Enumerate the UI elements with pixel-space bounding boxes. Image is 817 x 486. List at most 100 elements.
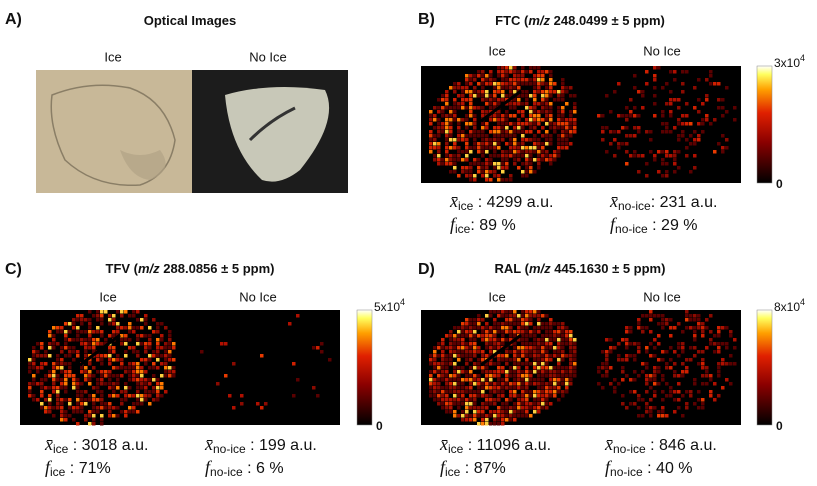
- ms-pixel: [76, 318, 80, 322]
- ms-pixel: [164, 346, 168, 350]
- ms-pixel: [312, 386, 316, 390]
- ms-pixel: [445, 382, 449, 386]
- ms-pixel: [64, 418, 68, 422]
- ms-pixel: [501, 314, 505, 318]
- ms-pixel: [673, 326, 677, 330]
- ms-pixel: [537, 158, 541, 162]
- ms-pixel: [433, 134, 437, 138]
- ms-pixel: [164, 342, 168, 346]
- ms-pixel: [685, 366, 689, 370]
- ms-pixel: [641, 398, 645, 402]
- ms-pixel: [553, 334, 557, 338]
- ms-pixel: [529, 110, 533, 114]
- ms-pixel: [36, 342, 40, 346]
- ms-pixel: [457, 86, 461, 90]
- ms-pixel: [473, 398, 477, 402]
- ms-pixel: [469, 378, 473, 382]
- ms-pixel: [469, 326, 473, 330]
- ms-pixel: [561, 118, 565, 122]
- ms-pixel: [92, 398, 96, 402]
- ms-pixel: [68, 402, 72, 406]
- ms-pixel: [701, 374, 705, 378]
- ms-pixel: [477, 74, 481, 78]
- ms-pixel: [505, 130, 509, 134]
- ms-pixel: [549, 90, 553, 94]
- ms-pixel: [148, 394, 152, 398]
- ms-pixel: [525, 94, 529, 98]
- ms-pixel: [573, 366, 577, 370]
- colorbar-min: 0: [376, 419, 383, 433]
- ms-pixel: [68, 354, 72, 358]
- ms-pixel: [473, 114, 477, 118]
- ms-pixel: [108, 354, 112, 358]
- ms-pixel: [553, 354, 557, 358]
- ms-pixel: [545, 366, 549, 370]
- ms-pixel: [497, 358, 501, 362]
- ms-pixel: [709, 390, 713, 394]
- ms-pixel: [485, 374, 489, 378]
- ms-pixel: [509, 358, 513, 362]
- ms-pixel: [637, 326, 641, 330]
- ms-pixel: [481, 418, 485, 422]
- ms-pixel: [32, 362, 36, 366]
- ms-pixel: [92, 314, 96, 318]
- ms-pixel: [489, 142, 493, 146]
- ms-pixel: [260, 354, 264, 358]
- ms-pixel: [561, 394, 565, 398]
- ms-pixel: [697, 122, 701, 126]
- ms-pixel: [457, 82, 461, 86]
- ms-pixel: [517, 78, 521, 82]
- ms-pixel: [509, 326, 513, 330]
- ms-pixel: [501, 126, 505, 130]
- ms-pixel: [673, 350, 677, 354]
- ms-pixel: [60, 418, 64, 422]
- ms-pixel: [128, 322, 132, 326]
- ms-pixel: [465, 326, 469, 330]
- ms-pixel: [469, 106, 473, 110]
- stat-symbol: x̄: [439, 434, 448, 454]
- ms-pixel: [501, 134, 505, 138]
- ms-pixel: [489, 338, 493, 342]
- ms-pixel: [525, 106, 529, 110]
- ms-pixel: [481, 82, 485, 86]
- ms-pixel: [537, 326, 541, 330]
- ms-pixel: [461, 382, 465, 386]
- ms-pixel: [525, 338, 529, 342]
- ms-pixel: [513, 86, 517, 90]
- sublabel: Ice: [488, 43, 505, 58]
- ms-pixel: [609, 338, 613, 342]
- ms-pixel: [140, 398, 144, 402]
- ms-pixel: [144, 398, 148, 402]
- ms-pixel: [56, 330, 60, 334]
- ms-pixel: [473, 162, 477, 166]
- ms-pixel: [497, 422, 501, 426]
- ms-pixel: [453, 142, 457, 146]
- ms-pixel: [549, 134, 553, 138]
- ms-pixel: [76, 402, 80, 406]
- ms-pixel: [521, 114, 525, 118]
- ms-pixel: [132, 310, 136, 314]
- ms-pixel: [465, 346, 469, 350]
- ms-pixel: [84, 330, 88, 334]
- ms-pixel: [140, 334, 144, 338]
- ms-pixel: [88, 330, 92, 334]
- ms-pixel: [477, 374, 481, 378]
- ms-pixel: [465, 90, 469, 94]
- ms-pixel: [637, 90, 641, 94]
- ms-pixel: [517, 374, 521, 378]
- ms-pixel: [48, 374, 52, 378]
- ms-pixel: [661, 358, 665, 362]
- ms-pixel: [565, 330, 569, 334]
- ms-pixel: [513, 346, 517, 350]
- ms-pixel: [72, 378, 76, 382]
- ms-pixel: [505, 162, 509, 166]
- ms-pixel: [533, 134, 537, 138]
- ms-pixel: [493, 414, 497, 418]
- ms-pixel: [120, 410, 124, 414]
- ms-pixel: [505, 94, 509, 98]
- ms-pixel: [609, 142, 613, 146]
- ms-pixel: [437, 378, 441, 382]
- ms-pixel: [44, 354, 48, 358]
- ms-pixel: [517, 126, 521, 130]
- ms-pixel: [449, 410, 453, 414]
